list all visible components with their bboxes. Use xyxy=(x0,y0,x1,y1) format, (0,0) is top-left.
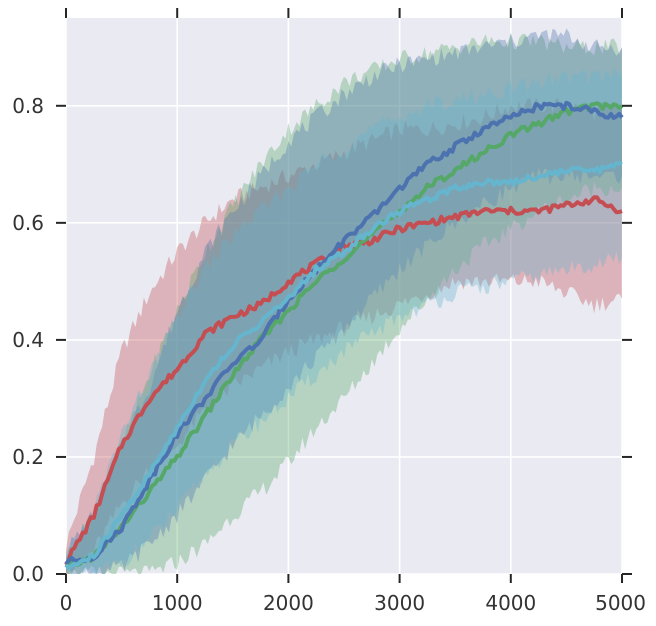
series-line xyxy=(64,100,624,566)
x-tick-label: 1000 xyxy=(152,591,203,615)
confidence-band xyxy=(66,97,622,574)
series-line xyxy=(64,161,623,570)
series-line xyxy=(64,195,623,566)
y-tick-label: 0.6 xyxy=(12,211,44,235)
series-lines xyxy=(64,100,624,570)
y-axis-tick-labels: 0.0 0.2 0.4 0.6 0.8 xyxy=(12,94,44,586)
y-tick-label: 0.0 xyxy=(12,562,44,586)
confidence-band xyxy=(66,33,622,575)
y-tick-label: 0.8 xyxy=(12,94,44,118)
x-tick-label: 4000 xyxy=(485,591,536,615)
confidence-bands xyxy=(66,28,622,575)
x-tick-label: 5000 xyxy=(595,591,646,615)
y-tick-label: 0.2 xyxy=(12,445,44,469)
x-axis-tick-labels: 0 1000 2000 3000 4000 5000 xyxy=(60,591,646,615)
series-line xyxy=(65,101,624,569)
axis-ticks xyxy=(56,8,632,583)
confidence-band xyxy=(66,28,622,574)
x-tick-label: 3000 xyxy=(374,591,425,615)
x-tick-label: 2000 xyxy=(263,591,314,615)
y-tick-label: 0.4 xyxy=(12,328,44,352)
confidence-band xyxy=(66,68,622,575)
x-tick-label: 0 xyxy=(60,591,73,615)
